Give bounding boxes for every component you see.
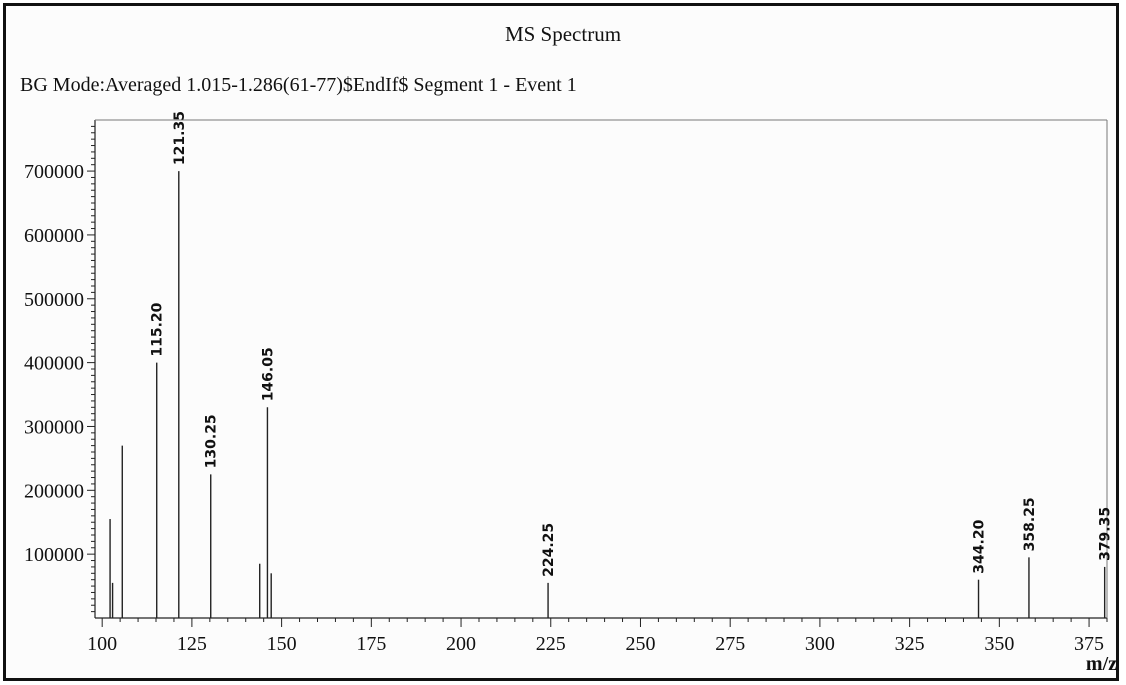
peak-label: 358.25 xyxy=(1022,497,1038,551)
y-tick-label: 400000 xyxy=(24,353,84,375)
spectrum-frame xyxy=(3,3,1119,681)
x-tick-label: 225 xyxy=(536,633,566,655)
peak-label: 115.20 xyxy=(150,302,166,356)
peak-label: 146.05 xyxy=(260,347,276,401)
axes-group: 100 125 150 175 200 225 250 275 300 325 350 375 1000… xyxy=(24,119,1117,675)
peak-label: 130.25 xyxy=(204,414,220,468)
x-tick-label: 100 xyxy=(87,633,117,655)
y-tick-label: 100000 xyxy=(24,544,84,566)
y-tick-label: 200000 xyxy=(24,480,84,502)
peak-label: 121.35 xyxy=(172,111,188,165)
x-tick-label: 150 xyxy=(267,633,297,655)
y-tick-label: 500000 xyxy=(24,289,84,311)
y-tick-label: 700000 xyxy=(24,161,84,183)
x-tick-label: 300 xyxy=(805,633,835,655)
peaks-group xyxy=(109,171,1106,618)
peak-label: 224.25 xyxy=(541,523,557,577)
x-tick-label: 250 xyxy=(625,633,655,655)
x-tick-label: 125 xyxy=(177,633,207,655)
x-tick-label: 325 xyxy=(895,633,925,655)
x-tick-label: 350 xyxy=(984,633,1014,655)
peak-label: 379.35 xyxy=(1098,507,1114,561)
x-tick-label: 375 xyxy=(1074,633,1104,655)
chart-title: MS Spectrum xyxy=(504,22,622,46)
y-tick-label: 600000 xyxy=(24,225,84,247)
chart-subtitle: BG Mode:Averaged 1.015-1.286(61-77)$EndI… xyxy=(20,74,577,96)
x-tick-label: 275 xyxy=(715,633,745,655)
y-tick-label: 300000 xyxy=(24,416,84,438)
peak-labels-group: 115.20 121.35 130.25 146.05 224.25 344.20 358.… xyxy=(150,111,1114,577)
x-axis-label: m/z xyxy=(1086,653,1117,675)
peak-label: 344.20 xyxy=(972,519,988,573)
x-tick-label: 200 xyxy=(446,633,476,655)
x-tick-label: 175 xyxy=(356,633,386,655)
